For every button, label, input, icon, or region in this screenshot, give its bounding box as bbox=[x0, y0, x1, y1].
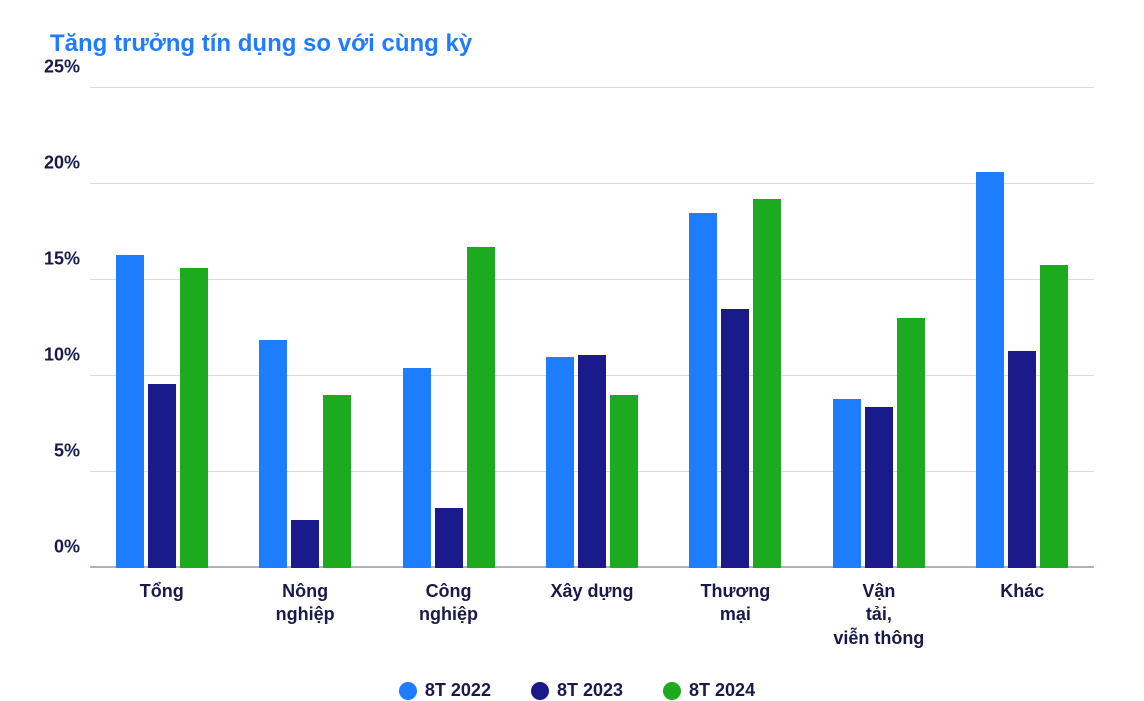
bar-groups bbox=[90, 88, 1094, 568]
y-tick: 10% bbox=[44, 345, 80, 366]
x-label: Vậntải,viễn thông bbox=[807, 580, 950, 650]
bar bbox=[291, 520, 319, 568]
bar bbox=[435, 508, 463, 568]
legend-item: 8T 2022 bbox=[399, 680, 491, 701]
legend-swatch bbox=[531, 682, 549, 700]
bar bbox=[259, 340, 287, 568]
legend-label: 8T 2024 bbox=[689, 680, 755, 701]
x-label: Tổng bbox=[90, 580, 233, 650]
legend-item: 8T 2023 bbox=[531, 680, 623, 701]
bar-group bbox=[951, 88, 1094, 568]
credit-growth-chart: Tăng trưởng tín dụng so với cùng kỳ 0%5%… bbox=[0, 0, 1144, 701]
y-tick: 15% bbox=[44, 249, 80, 270]
x-label: Nôngnghiệp bbox=[233, 580, 376, 650]
x-label: Côngnghiệp bbox=[377, 580, 520, 650]
bar-group bbox=[90, 88, 233, 568]
bar bbox=[116, 255, 144, 568]
x-label: Xây dựng bbox=[520, 580, 663, 650]
y-tick: 0% bbox=[54, 537, 80, 558]
chart-title: Tăng trưởng tín dụng so với cùng kỳ bbox=[50, 30, 1104, 58]
bar-group bbox=[520, 88, 663, 568]
bar bbox=[1008, 351, 1036, 568]
y-axis: 0%5%10%15%20%25% bbox=[40, 88, 90, 568]
bar bbox=[323, 395, 351, 568]
bar bbox=[865, 407, 893, 568]
bar bbox=[897, 318, 925, 568]
legend: 8T 2022 8T 2023 8T 2024 bbox=[50, 680, 1104, 701]
bar bbox=[546, 357, 574, 568]
bar bbox=[467, 247, 495, 568]
x-axis-labels: TổngNôngnghiệpCôngnghiệpXây dựngThươngmạ… bbox=[90, 580, 1094, 650]
bar bbox=[578, 355, 606, 568]
plot-area: 0%5%10%15%20%25% bbox=[90, 88, 1094, 568]
bar-group bbox=[233, 88, 376, 568]
bar-group bbox=[377, 88, 520, 568]
x-label: Thươngmại bbox=[664, 580, 807, 650]
bar bbox=[753, 199, 781, 568]
bar-group bbox=[664, 88, 807, 568]
legend-label: 8T 2023 bbox=[557, 680, 623, 701]
legend-item: 8T 2024 bbox=[663, 680, 755, 701]
bar bbox=[610, 395, 638, 568]
legend-swatch bbox=[399, 682, 417, 700]
bar bbox=[689, 213, 717, 568]
bar bbox=[180, 268, 208, 568]
y-tick: 20% bbox=[44, 153, 80, 174]
y-tick: 5% bbox=[54, 441, 80, 462]
bar bbox=[403, 368, 431, 568]
bar bbox=[721, 309, 749, 568]
bar-group bbox=[807, 88, 950, 568]
x-label: Khác bbox=[951, 580, 1094, 650]
legend-label: 8T 2022 bbox=[425, 680, 491, 701]
bar bbox=[833, 399, 861, 568]
bar bbox=[976, 172, 1004, 568]
legend-swatch bbox=[663, 682, 681, 700]
y-tick: 25% bbox=[44, 57, 80, 78]
bar bbox=[1040, 265, 1068, 568]
bar bbox=[148, 384, 176, 568]
